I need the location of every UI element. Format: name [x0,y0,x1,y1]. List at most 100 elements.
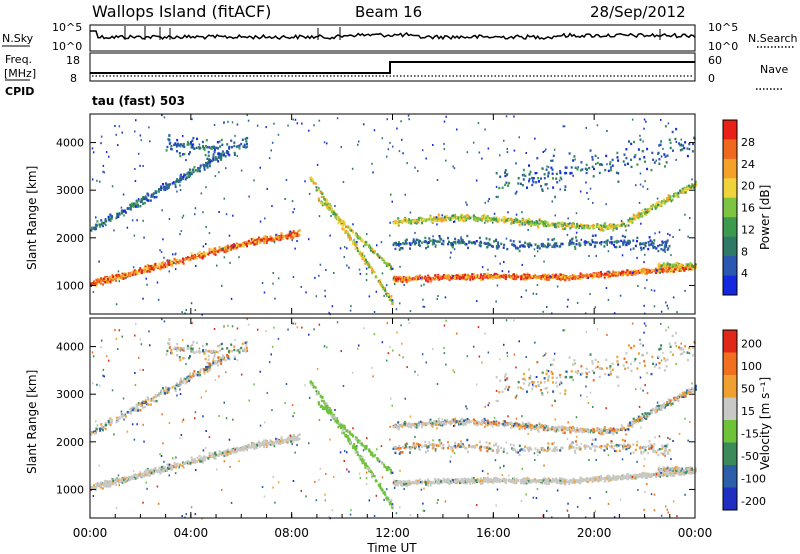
power-cell [184,258,187,261]
power-cell [136,201,139,204]
power-cell [610,225,613,228]
power-cell [500,242,503,246]
power-cell [203,252,206,255]
velocity-cell [271,443,274,446]
power-cell [206,146,209,149]
velocity-cell [192,459,195,462]
power-cell [179,233,181,236]
power-cell [216,250,219,253]
colorbar-swatch [723,139,737,160]
power-cell [188,175,191,179]
power-cell [565,171,568,175]
power-cell [280,232,283,235]
power-cell [216,141,219,144]
power-cell [543,245,546,248]
power-cell [296,234,299,237]
velocity-cell [144,469,147,472]
power-cell [117,273,120,277]
power-cell [180,178,183,181]
power-cell [94,228,96,231]
velocity-cell [146,469,149,472]
power-cell [227,153,230,156]
power-cell [396,221,398,224]
power-cell [126,274,128,277]
power-cell [625,156,628,160]
power-cell [546,223,549,226]
power-cell [142,202,144,205]
power-cell [407,279,410,283]
velocity-cell [220,452,223,455]
power-cell [456,128,458,131]
power-cell [423,305,426,308]
power-cell [317,188,320,191]
velocity-cell [247,446,250,449]
power-cell [520,244,523,247]
power-cell [666,248,669,251]
power-cell [461,239,464,242]
power-cell [562,277,564,280]
power-cell [545,224,548,228]
power-cell [645,209,648,213]
power-cell [202,245,205,248]
power-cell [469,216,472,220]
power-cell [508,270,510,273]
power-cell [588,243,591,246]
power-cell [271,141,274,144]
colorbar-swatch [723,158,737,179]
power-cell [399,265,401,268]
velocity-cell [263,442,266,445]
velocity-cell [153,470,156,473]
power-cell [273,122,275,125]
power-cell [444,296,447,299]
power-cell [479,244,482,248]
power-cell [382,287,385,291]
power-cell [154,266,157,269]
power-cell [123,274,126,278]
power-cell [547,172,550,175]
power-cell [547,166,550,169]
velocity-cell [95,484,98,487]
power-cell [566,276,569,280]
power-cell [440,238,443,241]
power-cell [668,263,671,266]
power-cell [451,214,454,217]
power-cell [436,217,439,220]
power-cell [232,246,234,249]
power-cell [561,221,564,224]
power-cell [139,164,141,167]
velocity-cell [182,466,185,469]
power-cell [505,173,508,177]
power-cell [192,168,195,172]
power-cell [143,267,146,270]
velocity-cell [230,448,233,451]
power-cell [559,188,561,191]
power-cell [556,285,559,288]
power-cell [640,248,643,251]
power-cell [300,285,302,288]
power-cell [636,271,639,274]
power-cell [530,244,533,247]
power-cell [628,224,630,227]
power-cell [175,145,178,148]
power-cell [217,160,220,163]
power-cell [192,255,195,258]
power-cell [177,261,180,264]
power-cell [346,231,349,234]
velocity-cell [266,443,269,446]
power-cell [389,268,392,271]
power-cell [644,270,647,274]
velocity-cell [193,459,196,463]
power-cell [504,174,507,178]
velocity-cell [99,482,102,485]
velocity-cell [117,479,119,482]
power-cell [483,241,486,245]
power-cell [480,241,483,245]
power-cell [663,202,666,205]
power-cell [487,217,490,221]
power-cell [687,267,690,271]
power-cell [425,240,428,244]
power-cell [691,183,693,186]
power-cell [149,199,152,202]
power-cell [259,220,262,223]
power-cell [173,262,175,265]
